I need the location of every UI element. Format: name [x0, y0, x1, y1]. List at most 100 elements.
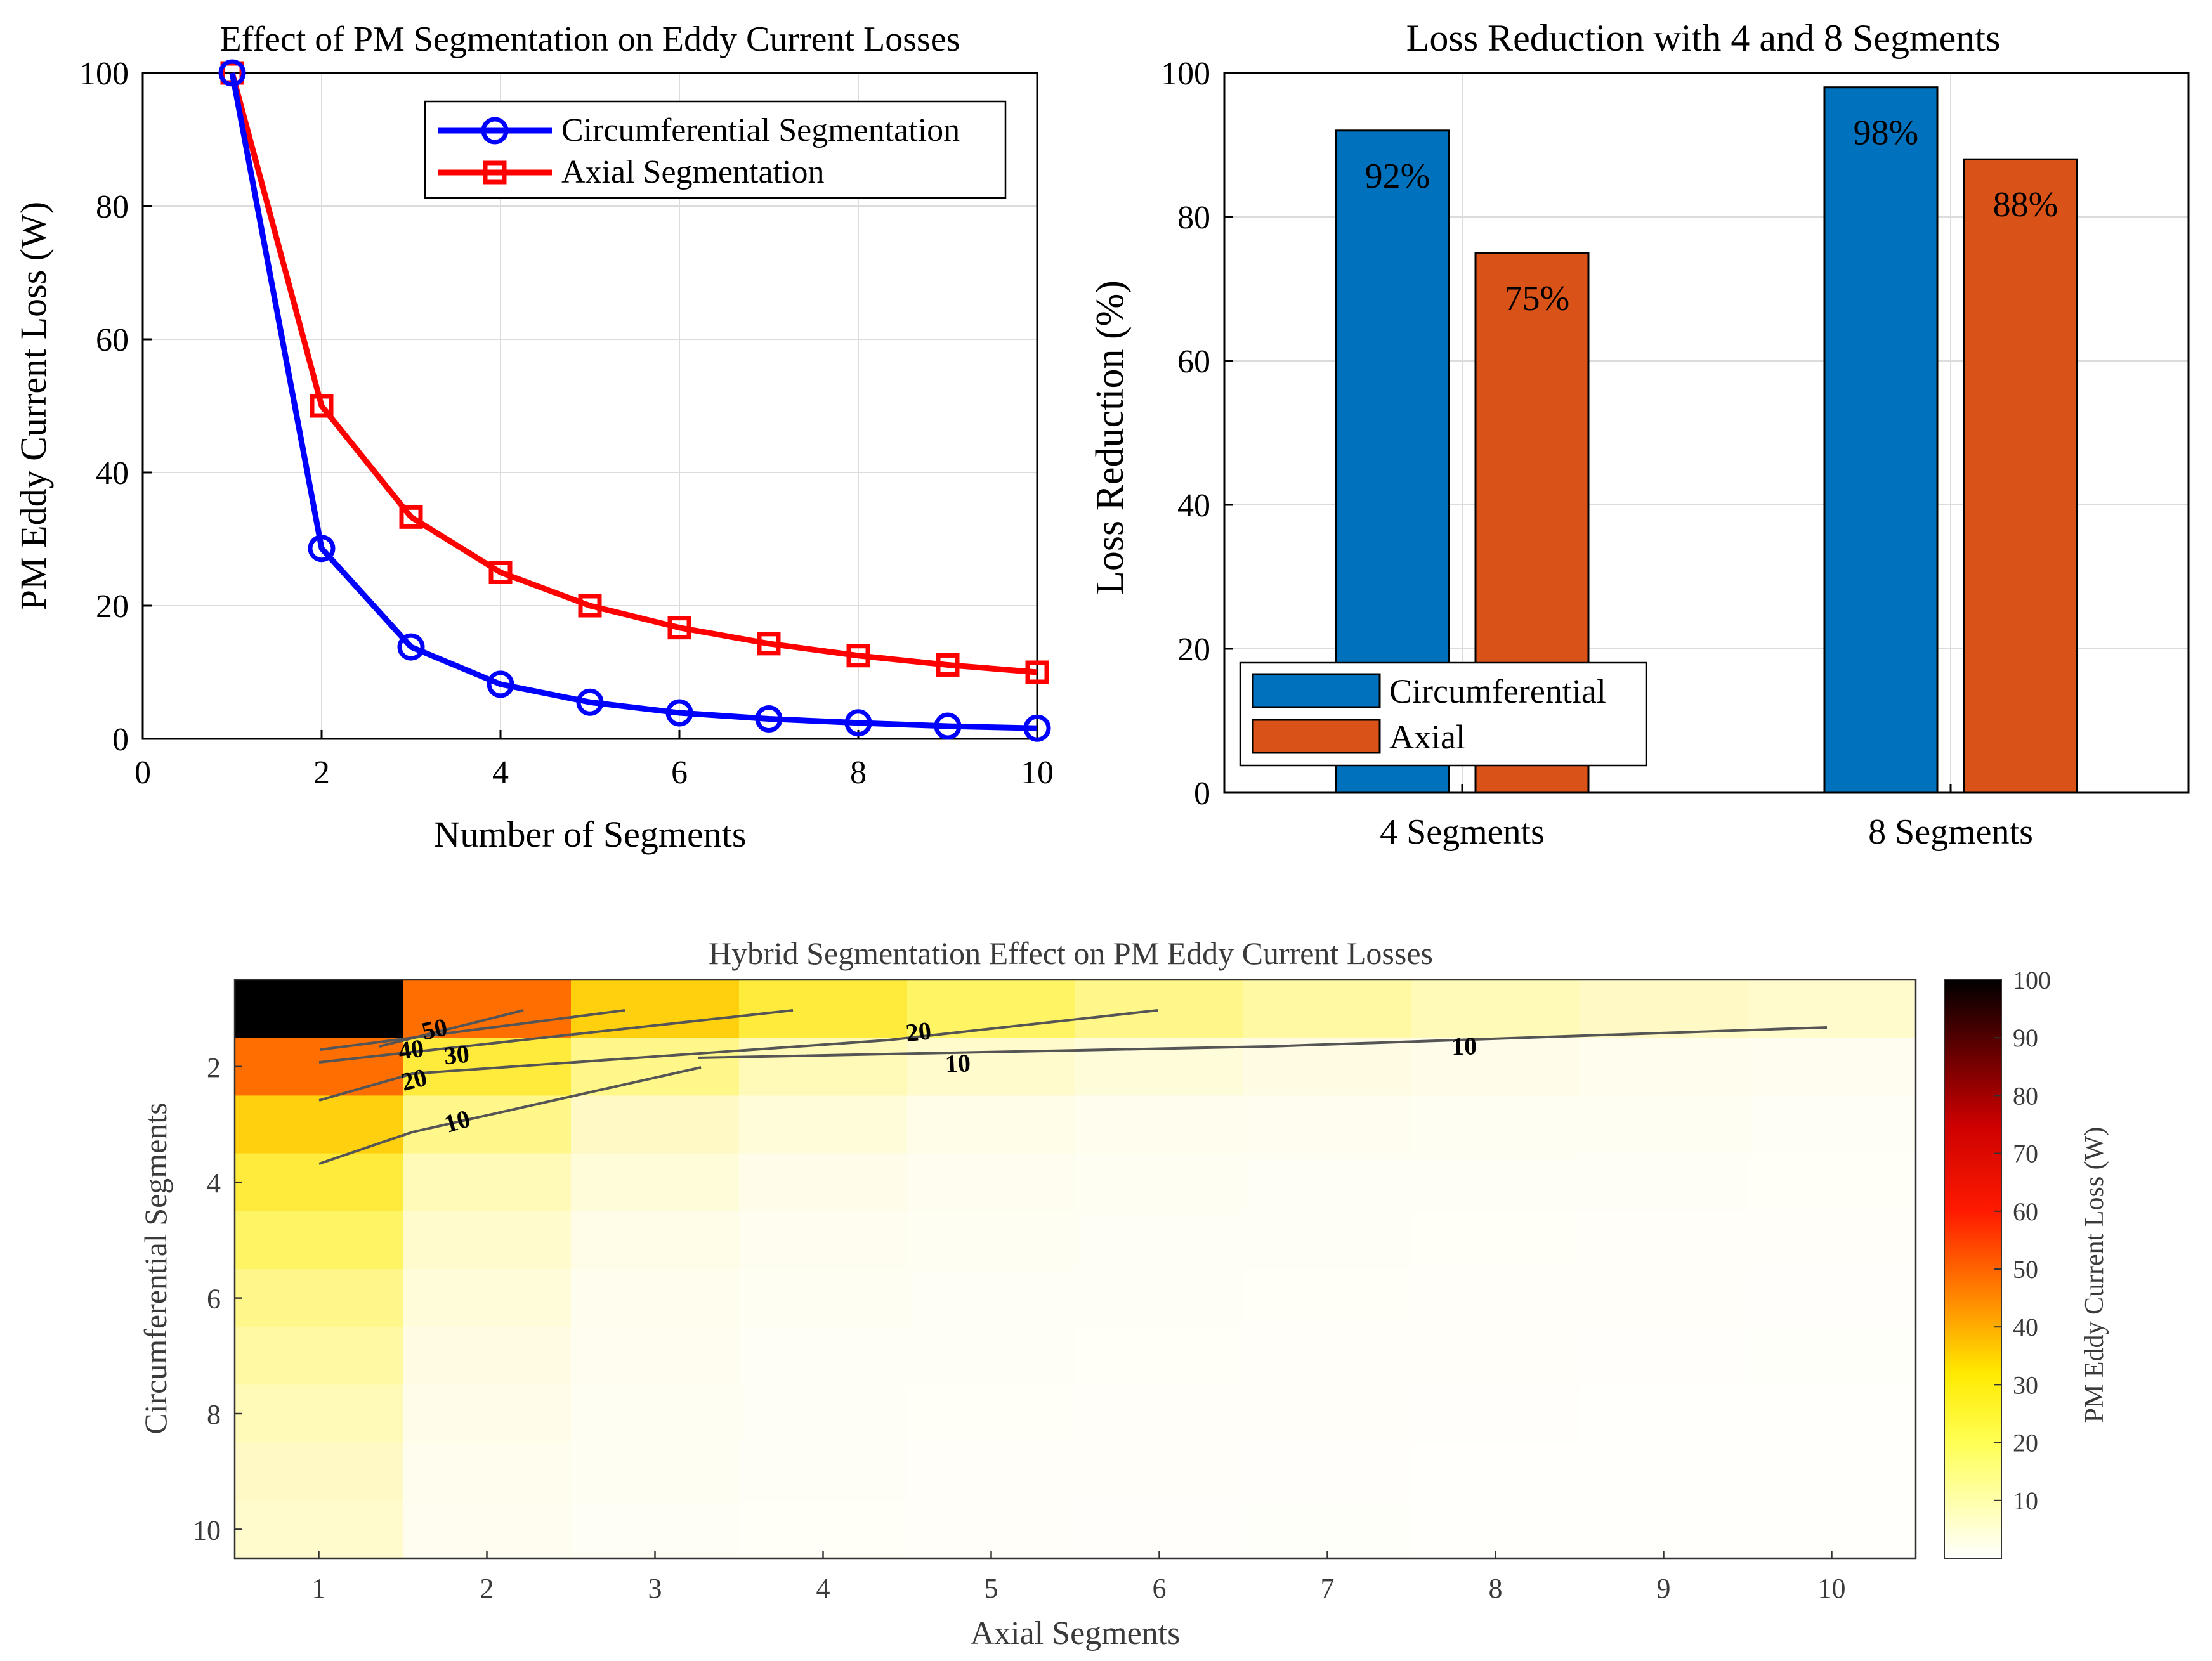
heatmap-cell: [1411, 1269, 1580, 1327]
contour-label-30: 30: [443, 1039, 471, 1071]
heatmap-cell: [403, 1153, 572, 1212]
axial-bar: [1963, 158, 2078, 794]
y-tick-label: 40: [96, 455, 129, 492]
legend-axial-swatch: [1252, 719, 1381, 754]
heatmap-cell: [1748, 1384, 1916, 1443]
y-tick-label: 0: [112, 722, 129, 758]
line-chart-y-axis-label: PM Eddy Current Loss (W): [13, 202, 54, 610]
heatmap-cell: [235, 1153, 403, 1212]
line-chart-axes-box: [141, 72, 1038, 740]
contour-line-10-lower: [318, 1066, 702, 1165]
heatmap-y-axis-label: Circumferential Segments: [138, 1102, 173, 1434]
colorbar-tick-label: 40: [2013, 1313, 2038, 1341]
heatmap-cell: [739, 1211, 908, 1270]
heatmap-cell: [739, 1269, 908, 1327]
circumferential-bar-label: 98%: [1854, 114, 1919, 153]
circumferential-series-line: [229, 72, 1038, 731]
heatmap-cell: [571, 1153, 740, 1212]
y-tick-label: 4: [207, 1168, 221, 1199]
heatmap-cell: [1243, 1153, 1412, 1212]
heatmap-cell: [739, 1153, 908, 1212]
heatmap-cell: [403, 1500, 572, 1559]
colorbar-tick-label: 20: [2013, 1429, 2038, 1457]
heatmap-cell: [571, 1327, 740, 1385]
y-tick-label: 20: [1177, 632, 1210, 668]
circumferential-data-point: [1023, 714, 1051, 742]
x-tick-label: 4 Segments: [1380, 812, 1545, 852]
legend-circumferential-swatch: [1252, 673, 1381, 708]
x-tick-label: 2: [313, 755, 330, 791]
y-tick-label: 8: [207, 1399, 221, 1430]
heatmap-cell: [1748, 1442, 1916, 1501]
y-tick-label: 60: [1177, 344, 1210, 380]
x-tick-label: 5: [985, 1573, 998, 1604]
heatmap-cell: [1411, 1095, 1580, 1154]
heatmap-cell: [907, 1327, 1076, 1385]
bar-chart-title: Loss Reduction with 4 and 8 Segments: [1406, 17, 2001, 59]
y-tick-label: 60: [96, 322, 129, 358]
circumferential-data-point: [844, 709, 872, 737]
axial-bar-label: 75%: [1505, 279, 1570, 318]
heatmap-cell: [403, 1327, 572, 1385]
heatmap-cell: [571, 1442, 740, 1501]
heatmap-x-axis-label: Axial Segments: [971, 1615, 1181, 1651]
heatmap-cell: [1243, 1269, 1412, 1327]
x-tick-label: 1: [312, 1573, 326, 1604]
heatmap-cell: [1075, 1269, 1244, 1327]
axial-data-point: [1025, 660, 1049, 684]
circumferential-data-point: [397, 633, 425, 661]
axial-data-point: [757, 632, 781, 656]
heatmap-cell: [907, 1269, 1076, 1327]
heatmap-cell: [739, 1038, 908, 1096]
heatmap-cell: [403, 1038, 572, 1096]
heatmap-cell: [1075, 1384, 1244, 1443]
heatmap-cell: [403, 1269, 572, 1327]
heatmap-cell: [1580, 1500, 1748, 1559]
colorbar-tick-label: 80: [2013, 1081, 2038, 1110]
heatmap-ticks: 1 2 3 4 5 6 7 8 9 10 2 4 6 8 10: [193, 1052, 1846, 1604]
colorbar-tick-label: 100: [2013, 966, 2051, 994]
heatmap-cell: [739, 1500, 908, 1559]
contour-label-20-right: 20: [905, 1016, 933, 1047]
heatmap-cell: [235, 1500, 403, 1559]
axial-data-point: [399, 505, 423, 529]
heatmap-cell: [1075, 1442, 1244, 1501]
legend-axial-label: Axial Segmentation: [561, 154, 824, 190]
heatmap-cell: [1748, 1269, 1916, 1327]
heatmap-cell: [235, 1269, 403, 1327]
heatmap-cell: [907, 1153, 1076, 1212]
x-tick-label: 2: [480, 1573, 494, 1604]
heatmap-cell: [907, 1038, 1076, 1096]
heatmap-cell: [571, 1384, 740, 1443]
colorbar-gradient: [1944, 979, 2002, 1559]
y-tick-label: 2: [207, 1052, 221, 1083]
heatmap-cell: [1243, 1211, 1412, 1270]
heatmap-cell: [1243, 980, 1412, 1038]
colorbar-tick-label: 50: [2013, 1255, 2038, 1284]
contour-label-50: 50: [419, 1012, 450, 1045]
x-tick-label: 8: [1489, 1573, 1503, 1604]
heatmap-cell: [1243, 1500, 1412, 1559]
heatmap-cell: [1580, 980, 1748, 1038]
x-tick-label: 6: [671, 755, 688, 791]
contour-line-50: [379, 1009, 524, 1048]
heatmap-cell: [1075, 1327, 1244, 1385]
y-tick-label: 20: [96, 589, 129, 625]
y-tick-label: 80: [1177, 200, 1210, 236]
axial-series-line: [229, 72, 1038, 675]
line-chart-title: Effect of PM Segmentation on Eddy Curren…: [219, 20, 960, 59]
heatmap-cell: [1075, 1095, 1244, 1154]
heatmap-cell: [1411, 1153, 1580, 1212]
contour-line-10-upper: [697, 1026, 1828, 1059]
heatmap-colorbar: 10 20 30 40 50 60 70 80 90 100 PM Eddy Current Lo…: [1944, 966, 2109, 1559]
heatmap-cell: [403, 1442, 572, 1501]
heatmap-cell: [1748, 1327, 1916, 1385]
heatmap-title: Hybrid Segmentation Effect on PM Eddy Cu…: [709, 935, 1433, 971]
colorbar-tick-label: 90: [2013, 1024, 2038, 1052]
heatmap-cell: [1748, 1211, 1916, 1270]
x-tick-label: 4: [492, 755, 509, 791]
heatmap-cell: [1580, 1038, 1748, 1096]
heatmap-cell: [1411, 1038, 1580, 1096]
